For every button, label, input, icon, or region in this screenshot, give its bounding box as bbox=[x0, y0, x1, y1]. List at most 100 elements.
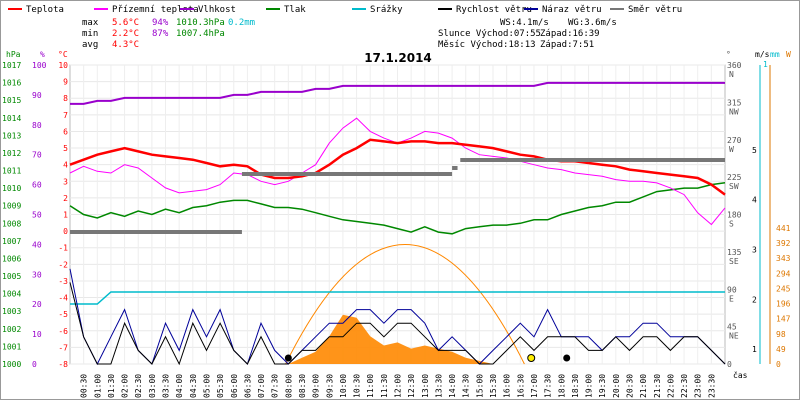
time-tick: 07:00 bbox=[257, 374, 266, 398]
humidity-tick: 60 bbox=[32, 181, 42, 190]
wind-tick: 3 bbox=[752, 246, 757, 255]
direction-tick: 0 bbox=[727, 360, 732, 369]
time-tick: 07:30 bbox=[271, 374, 280, 398]
temp-tick: 4 bbox=[63, 161, 68, 170]
axis-ticks: 1017101610151014101310121011101010091008… bbox=[2, 60, 791, 398]
pressure-line bbox=[69, 182, 726, 235]
temp-tick: 10 bbox=[58, 61, 68, 70]
time-tick: 20:00 bbox=[612, 374, 621, 398]
time-tick: 16:00 bbox=[503, 374, 512, 398]
time-tick: 03:30 bbox=[162, 374, 171, 398]
temp-tick: 1 bbox=[63, 211, 68, 220]
sun-path-arc bbox=[285, 244, 525, 365]
stat-min-press: 1007.4hPa bbox=[176, 29, 225, 39]
time-tick: 03:00 bbox=[148, 374, 157, 398]
legend-label: Směr větru bbox=[628, 5, 682, 15]
sun-marker bbox=[527, 354, 536, 362]
time-tick: 06:00 bbox=[230, 374, 239, 398]
time-tick: 12:00 bbox=[394, 374, 403, 398]
temp-tick: -7 bbox=[58, 343, 68, 352]
direction-tick: 315 bbox=[727, 98, 742, 107]
humidity-tick: 80 bbox=[32, 121, 42, 130]
direction-tick: 90 bbox=[727, 285, 737, 294]
stat-min-hum: 87% bbox=[152, 29, 169, 39]
temp-tick: -8 bbox=[58, 360, 68, 369]
temp-tick: 8 bbox=[63, 94, 68, 103]
legend-label: Vlhkost bbox=[198, 5, 236, 15]
legend-label: Rychlost větru bbox=[456, 5, 532, 15]
pressure-tick: 1002 bbox=[2, 325, 21, 334]
stat-min-label: min bbox=[82, 29, 98, 39]
temp-tick: -4 bbox=[58, 294, 68, 303]
humidity-axis-label: % bbox=[40, 50, 45, 59]
time-axis-label: čas bbox=[733, 370, 748, 380]
stat-avg-temp: 4.3°C bbox=[112, 40, 139, 50]
direction-name: NE bbox=[729, 332, 739, 341]
legend-label: Teplota bbox=[26, 5, 64, 15]
pressure-tick: 1016 bbox=[2, 79, 21, 88]
time-tick: 06:30 bbox=[243, 374, 252, 398]
time-tick: 16:30 bbox=[516, 374, 525, 398]
time-tick: 23:30 bbox=[707, 374, 716, 398]
temp-tick: -5 bbox=[58, 310, 68, 319]
time-tick: 02:30 bbox=[134, 374, 143, 398]
time-tick: 00:30 bbox=[80, 374, 89, 398]
time-tick: 05:30 bbox=[216, 374, 225, 398]
time-tick: 14:30 bbox=[462, 374, 471, 398]
direction-tick: 45 bbox=[727, 323, 737, 332]
wind-axis-label: m/s bbox=[755, 50, 770, 59]
temp-tick: 0 bbox=[63, 227, 68, 236]
time-tick: 22:30 bbox=[680, 374, 689, 398]
humidity-tick: 20 bbox=[32, 300, 42, 309]
humidity-tick: 70 bbox=[32, 151, 42, 160]
stat-max-label: max bbox=[82, 18, 99, 28]
temp-tick: -1 bbox=[58, 244, 68, 253]
temp-tick: 9 bbox=[63, 78, 68, 87]
rain-tick: 1 bbox=[763, 60, 768, 69]
pressure-tick: 1001 bbox=[2, 342, 21, 351]
legend-label: Náraz větru bbox=[542, 5, 602, 15]
time-tick: 09:00 bbox=[312, 374, 321, 398]
plot-area bbox=[69, 81, 726, 366]
time-tick: 14:00 bbox=[448, 374, 457, 398]
pressure-tick: 1005 bbox=[2, 272, 21, 281]
direction-name: N bbox=[729, 70, 734, 79]
rain-line bbox=[70, 291, 725, 305]
sun-rise: Slunce Východ:07:55 bbox=[438, 29, 541, 39]
time-tick: 01:30 bbox=[107, 374, 116, 398]
temp-tick: 3 bbox=[63, 177, 68, 186]
stat-max-rain: 0.2mm bbox=[228, 18, 255, 28]
pressure-tick: 1008 bbox=[2, 219, 21, 228]
pressure-tick: 1013 bbox=[2, 131, 21, 140]
pressure-tick: 1011 bbox=[2, 167, 21, 176]
temp-tick: 6 bbox=[63, 127, 68, 136]
temp-tick: 7 bbox=[63, 111, 68, 120]
time-tick: 13:30 bbox=[434, 374, 443, 398]
temp-axis-label: °C bbox=[58, 50, 68, 59]
time-tick: 22:00 bbox=[666, 374, 675, 398]
direction-tick: 360 bbox=[727, 61, 742, 70]
time-tick: 18:00 bbox=[557, 374, 566, 398]
wind-tick: 1 bbox=[752, 345, 757, 354]
wind-tick: 5 bbox=[752, 146, 757, 155]
direction-name: SW bbox=[729, 182, 739, 191]
direction-name: E bbox=[729, 294, 734, 303]
direction-name: W bbox=[729, 145, 734, 154]
solar-tick: 0 bbox=[776, 360, 781, 369]
wind-tick: 4 bbox=[752, 196, 757, 205]
moon-rise: Měsíc Východ:18:13 bbox=[438, 40, 536, 50]
direction-name: NW bbox=[729, 107, 739, 116]
humidity-tick: 100 bbox=[32, 61, 47, 70]
humidity-tick: 10 bbox=[32, 330, 42, 339]
solar-tick: 245 bbox=[776, 284, 791, 293]
solar-radiation-area bbox=[70, 314, 725, 364]
wind-tick: 2 bbox=[752, 295, 757, 304]
moon-marker bbox=[284, 354, 292, 362]
time-tick: 17:00 bbox=[530, 374, 539, 398]
pressure-tick: 1000 bbox=[2, 360, 21, 369]
solar-tick: 343 bbox=[776, 254, 791, 263]
humidity-tick: 30 bbox=[32, 270, 42, 279]
legend-label: Tlak bbox=[284, 5, 306, 15]
wind-speed-line bbox=[69, 282, 726, 366]
